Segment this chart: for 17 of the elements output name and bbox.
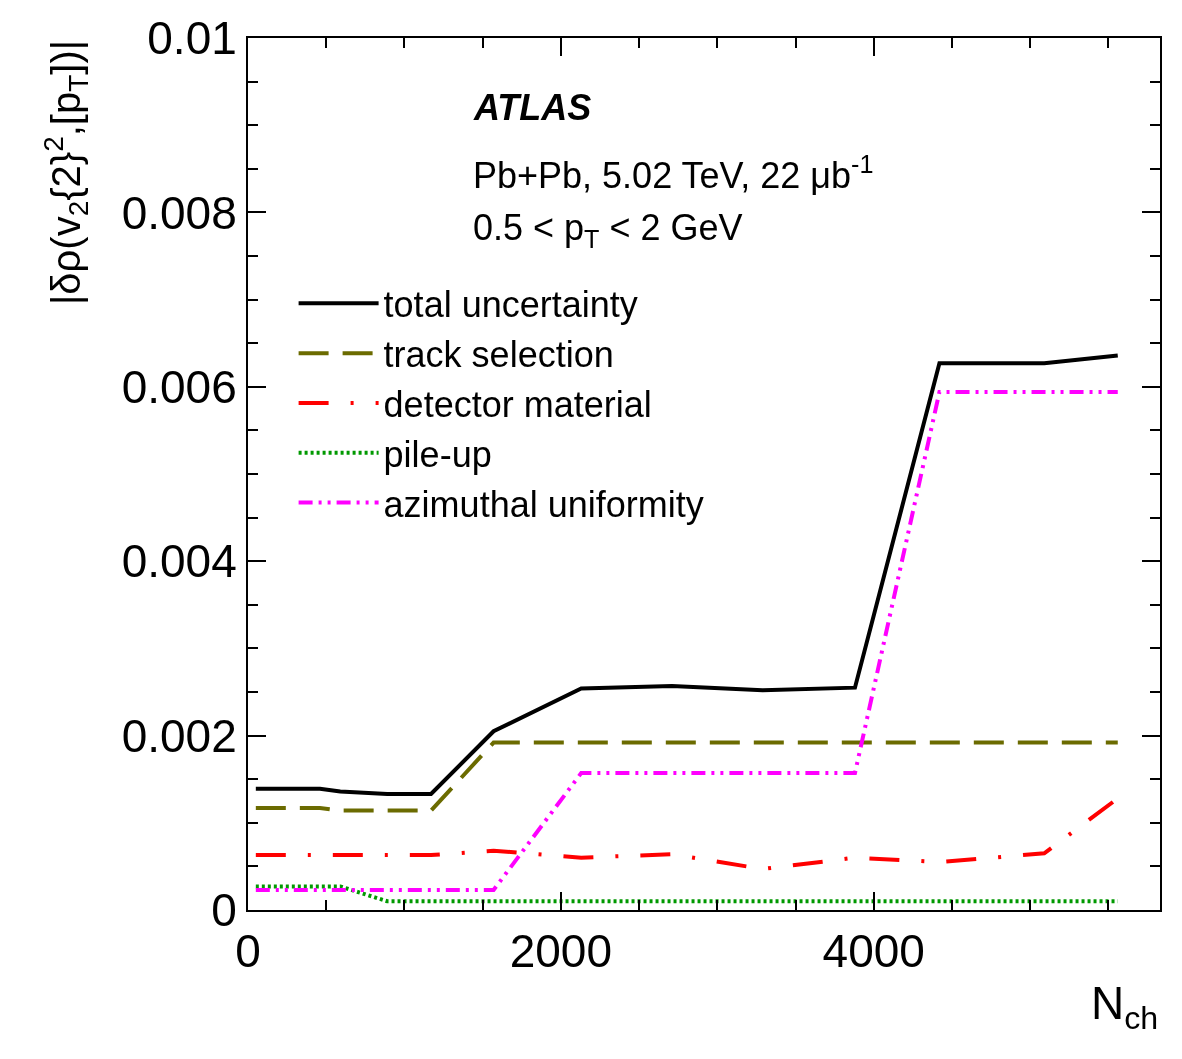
legend-label: track selection	[383, 334, 614, 376]
annotation: 0.5 < p$_{T}$ < 2 GeV	[473, 207, 743, 253]
y-tick-label: 0.006	[121, 360, 237, 413]
legend-label: pile-up	[383, 433, 492, 475]
legend-label: detector material	[383, 383, 652, 425]
legend-label: total uncertainty	[383, 284, 638, 326]
x-tick-label: 2000	[509, 925, 613, 978]
x-tick-label: 4000	[822, 925, 925, 978]
y-tick-label: 0.008	[121, 186, 237, 239]
y-tick-label: 0.002	[121, 709, 237, 762]
y-tick-label: 0.01	[147, 12, 237, 65]
legend-label: azimuthal uniformity	[383, 483, 704, 525]
annotation: ATLAS	[473, 87, 592, 128]
annotation: Pb+Pb, 5.02 TeV, 22 μb$^{-1}$	[473, 150, 874, 197]
y-tick-label: 0.004	[121, 535, 237, 588]
y-tick-label: 0	[211, 884, 237, 937]
x-axis-title: N$_{ch}$	[1091, 977, 1159, 1036]
